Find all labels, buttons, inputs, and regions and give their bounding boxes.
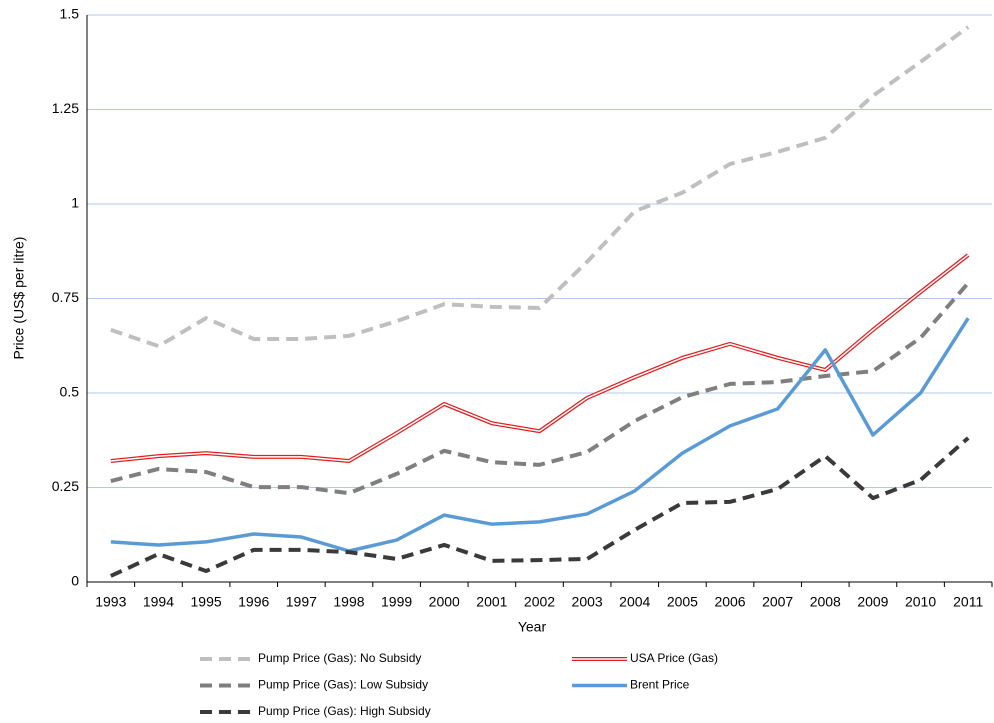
legend-label: Pump Price (Gas): High Subsidy: [258, 704, 431, 718]
x-tick-label: 2000: [429, 594, 460, 610]
x-tick-label: 1998: [333, 594, 364, 610]
y-tick-label: 0.75: [52, 289, 79, 305]
y-tick-label: 1.25: [52, 100, 79, 116]
y-tick-label: 1: [71, 195, 79, 211]
series-line: [109, 436, 970, 578]
y-axis-label: Price (US$ per litre): [11, 237, 27, 360]
x-axis-label: Year: [518, 619, 547, 635]
x-tick-label: 1993: [95, 594, 126, 610]
y-tick-label: 0.5: [60, 384, 80, 400]
x-tick-label: 2006: [714, 594, 745, 610]
y-tick-label: 1.5: [60, 6, 80, 22]
series-line-inner: [110, 254, 969, 462]
x-tick-label: 2001: [476, 594, 507, 610]
x-tick-label: 2004: [619, 594, 650, 610]
x-tick-label: 2003: [572, 594, 603, 610]
y-tick-label: 0.25: [52, 478, 79, 494]
x-tick-label: 1999: [381, 594, 412, 610]
legend-label: Pump Price (Gas): Low Subsidy: [258, 678, 428, 692]
x-tick-label: 1995: [191, 594, 222, 610]
x-tick-label: 2010: [905, 594, 936, 610]
legend-label: Brent Price: [630, 678, 690, 692]
y-tick-label: 0: [71, 573, 79, 589]
x-tick-label: 2007: [762, 594, 793, 610]
series-line: [110, 25, 970, 349]
x-tick-label: 2008: [810, 594, 841, 610]
legend-label: Pump Price (Gas): No Subsidy: [258, 651, 421, 665]
x-tick-label: 1994: [143, 594, 174, 610]
legend-label: USA Price (Gas): [630, 651, 718, 665]
x-tick-label: 2002: [524, 594, 555, 610]
x-tick-label: 1996: [238, 594, 269, 610]
series-line: [110, 317, 970, 553]
x-tick-label: 2009: [857, 594, 888, 610]
x-tick-label: 2005: [667, 594, 698, 610]
series-line: [110, 281, 970, 496]
x-tick-label: 2011: [953, 594, 983, 610]
x-tick-label: 1997: [286, 594, 317, 610]
